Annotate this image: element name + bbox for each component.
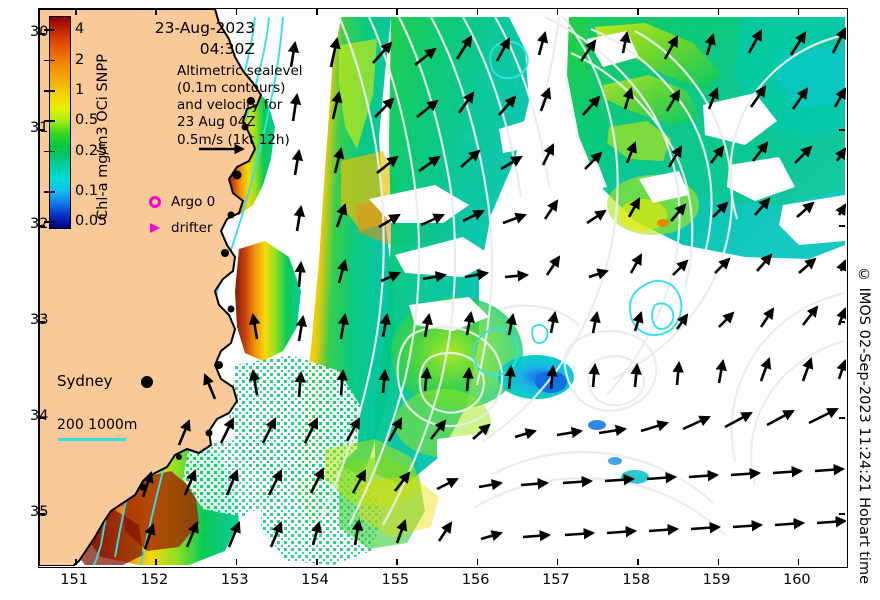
velocity-scale-arrow-icon	[199, 143, 245, 155]
y-tick-label: 34	[30, 408, 49, 425]
city-dot-icon	[141, 376, 153, 388]
colorbar-tick-label: 4	[75, 21, 85, 38]
x-tick-label: 159	[702, 572, 731, 588]
x-tick	[476, 9, 479, 15]
velocity-vectors	[141, 27, 846, 550]
x-tick	[75, 9, 77, 15]
legend-item-drifter[interactable]: drifter	[149, 218, 215, 238]
legend-label-drifter: drifter	[171, 220, 213, 236]
colorbar-tick-inner	[50, 150, 55, 153]
x-tick	[717, 559, 720, 565]
date-line: 23-Aug-2023	[154, 19, 255, 37]
x-tick	[396, 9, 398, 15]
x-tick	[476, 559, 479, 565]
chlorophyll-field	[39, 9, 846, 566]
y-tick	[839, 33, 845, 35]
colorbar-tick-label: 1	[75, 81, 85, 98]
colorbar-tick-inner	[50, 29, 55, 31]
time-line: 04:30Z	[199, 39, 255, 58]
x-tick-label: 151	[60, 572, 88, 588]
x-tick-label: 153	[220, 572, 249, 588]
x-tick	[556, 559, 559, 565]
colorbar-tick	[44, 59, 50, 62]
y-tick	[839, 129, 845, 131]
drifter-triangle-icon	[149, 223, 171, 233]
colorbar-tick-label: 2	[75, 51, 85, 68]
y-tick-label: 35	[30, 504, 49, 521]
y-tick	[39, 129, 45, 131]
colorbar-tick	[44, 120, 50, 122]
bathymetry-scale-line	[58, 438, 126, 441]
x-tick-label: 160	[782, 572, 811, 588]
city-label-sydney: Sydney	[57, 372, 113, 390]
colorbar-tick-inner	[50, 59, 55, 62]
colorbar-gradient	[49, 16, 71, 229]
x-tick	[75, 559, 77, 565]
y-tick-label: 31	[30, 120, 49, 137]
map-plot-area: 0.05 0.1 0.25 0.5 1 2 4 Chl-a mg/m3 OCi SNPP 2…	[38, 8, 848, 568]
colorbar-tick-label: 0.25	[75, 142, 108, 159]
colorbar-tick	[44, 150, 50, 153]
colorbar-title: Chl-a mg/m3 OCi SNPP	[95, 54, 111, 220]
x-tick	[235, 9, 238, 15]
colorbar-tick-inner	[50, 89, 55, 92]
x-tick	[316, 9, 318, 15]
argo-circle-icon	[149, 196, 171, 208]
x-tick	[717, 9, 720, 15]
x-tick-label: 156	[461, 572, 490, 588]
colorbar-tick	[44, 29, 50, 31]
legend-label-argo: Argo 0	[171, 194, 216, 210]
y-tick-label: 33	[30, 312, 49, 329]
x-tick	[797, 559, 800, 565]
bathymetry-scale-label: 200 1000m	[57, 417, 138, 433]
figure-date-title: 23-Aug-2023 04:30Z	[155, 18, 255, 59]
legend-item-argo[interactable]: Argo 0	[149, 192, 215, 212]
credit-text: © IMOS 02-Sep-2023 11:24:21 Hobart time	[856, 267, 872, 584]
colorbar-tick	[44, 221, 50, 223]
x-tick	[637, 559, 639, 565]
x-tick-label: 152	[140, 572, 169, 588]
x-tick	[637, 9, 639, 15]
x-tick	[797, 9, 800, 15]
x-tick	[396, 559, 398, 565]
x-tick	[155, 559, 157, 565]
y-tick	[39, 225, 45, 227]
x-tick	[556, 9, 559, 15]
y-tick	[839, 321, 845, 323]
y-tick-label: 30	[30, 24, 49, 40]
colorbar-tick-label: 0.05	[75, 213, 108, 230]
colorbar-tick-label: 0.5	[75, 112, 99, 129]
y-tick	[839, 225, 845, 227]
x-tick	[155, 9, 157, 15]
colorbar-tick-inner	[50, 190, 55, 193]
colorbar	[49, 16, 71, 229]
x-tick	[235, 559, 238, 565]
y-tick	[839, 513, 845, 515]
x-tick-label: 155	[381, 572, 410, 588]
colorbar-tick	[44, 89, 50, 92]
colorbar-tick-label: 0.1	[75, 182, 99, 199]
y-tick	[839, 417, 845, 419]
x-tick-label: 154	[301, 572, 329, 588]
y-tick	[39, 33, 45, 35]
map-legend: Argo 0 drifter	[149, 192, 215, 244]
annotation-text: Altimetric sealevel (0.1m contours) and …	[177, 63, 303, 148]
x-tick-label: 158	[622, 572, 651, 588]
y-tick	[39, 513, 45, 515]
colorbar-tick-inner	[50, 120, 55, 122]
x-tick	[316, 559, 318, 565]
x-tick-label: 157	[542, 572, 570, 588]
y-tick	[39, 321, 45, 323]
colorbar-tick	[44, 190, 50, 193]
y-tick	[39, 417, 45, 419]
colorbar-tick-inner	[50, 221, 55, 223]
y-tick-label: 32	[30, 216, 49, 233]
